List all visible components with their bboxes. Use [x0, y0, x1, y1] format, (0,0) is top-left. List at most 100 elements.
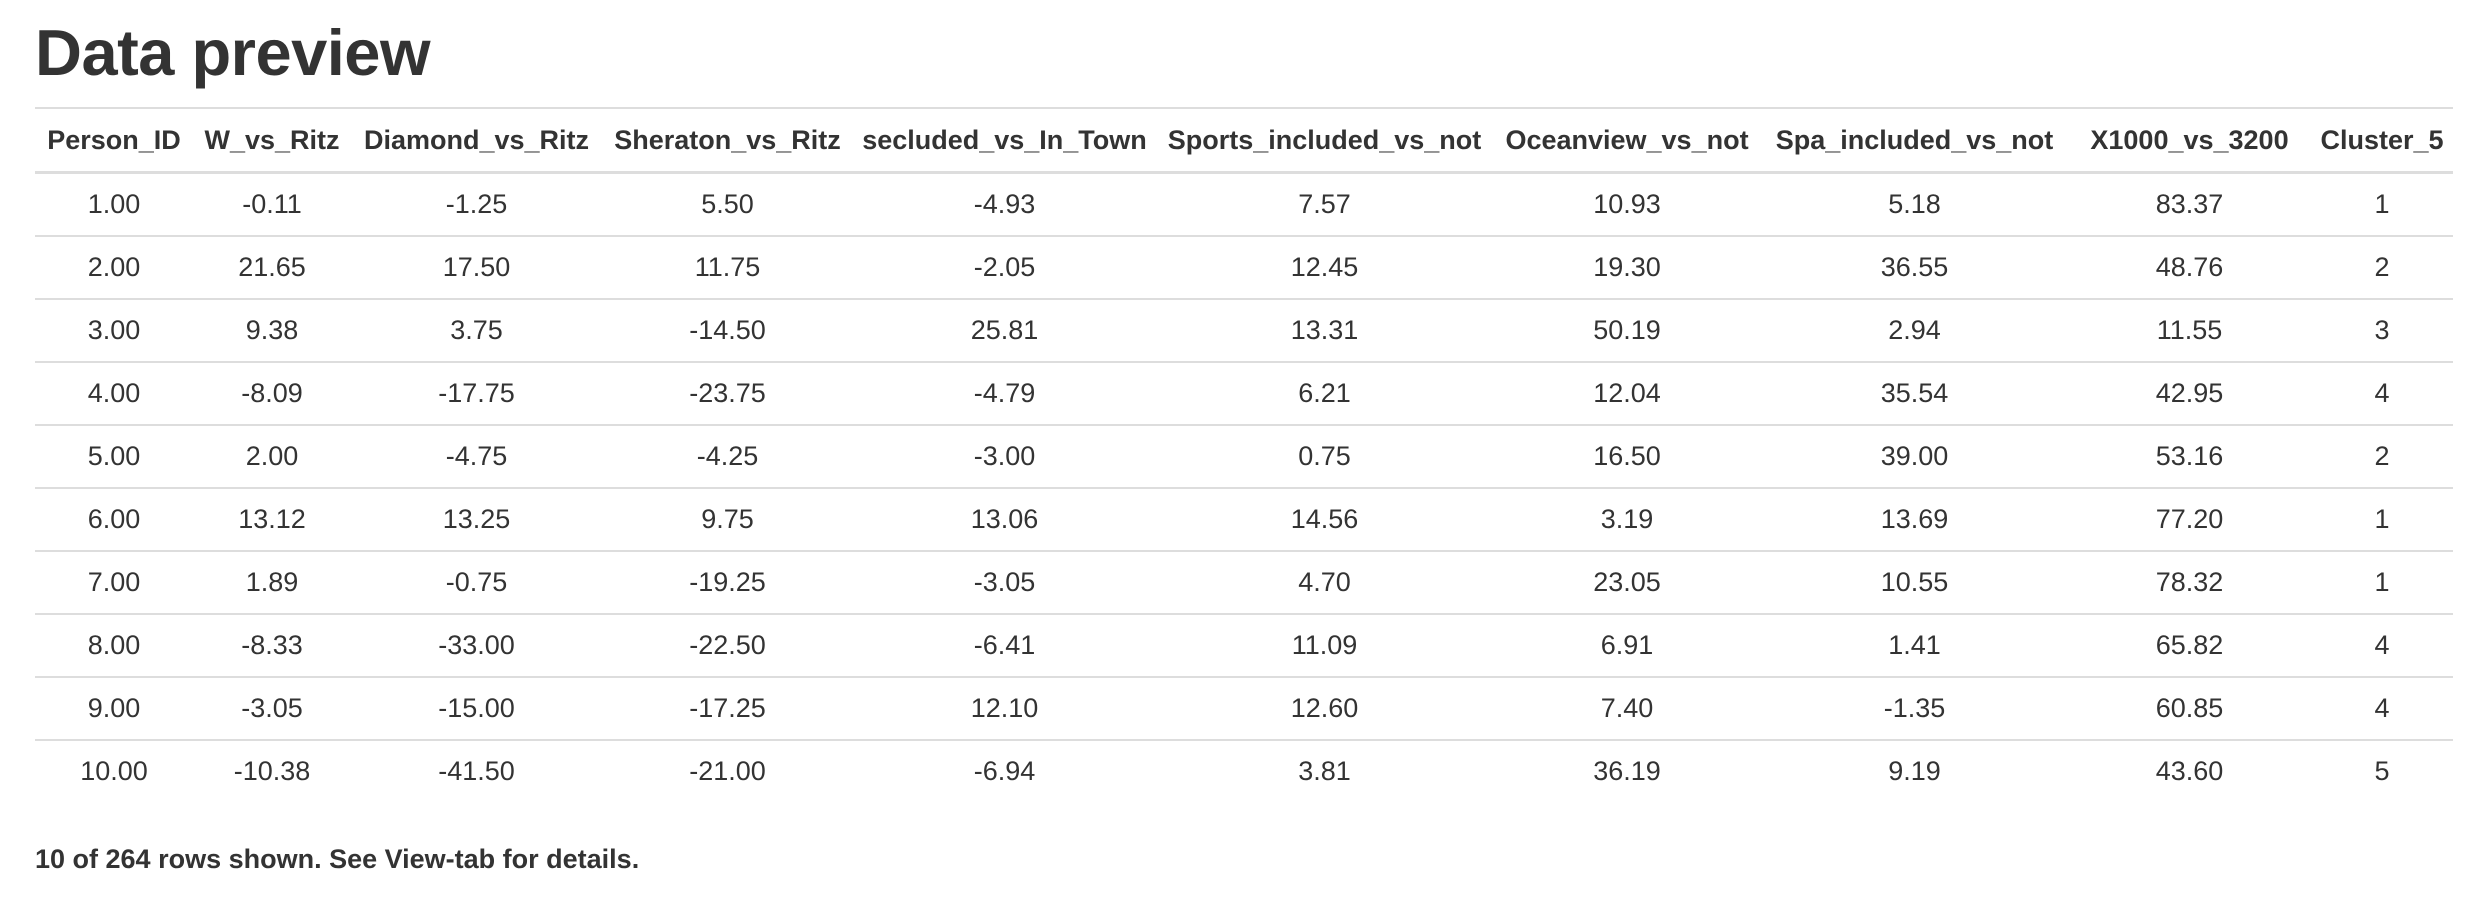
table-cell: 5.00: [35, 424, 193, 488]
table-cell: 60.85: [2068, 676, 2311, 740]
table-cell: 65.82: [2068, 613, 2311, 677]
table-cell: 36.55: [1761, 235, 2068, 299]
table-cell: 7.00: [35, 550, 193, 614]
table-cell: -10.38: [193, 739, 351, 802]
table-cell: 2: [2311, 424, 2453, 488]
rows-shown-note: 10 of 264 rows shown. See View-tab for d…: [35, 844, 640, 874]
table-cell: 1.41: [1761, 613, 2068, 677]
table-cell: 14.56: [1156, 487, 1493, 551]
table-cell: 19.30: [1493, 235, 1761, 299]
table-cell: 11.55: [2068, 298, 2311, 362]
table-row: 7.00 1.89 -0.75 -19.25 -3.05 4.70 23.05 10.55 78…: [35, 550, 2453, 614]
table-cell: 11.09: [1156, 613, 1493, 677]
table-cell: -15.00: [351, 676, 602, 740]
table-cell: -1.35: [1761, 676, 2068, 740]
table-cell: -6.41: [853, 613, 1156, 677]
table-cell: 1.89: [193, 550, 351, 614]
table-cell: 3.75: [351, 298, 602, 362]
table-cell: -8.33: [193, 613, 351, 677]
table-row: 3.00 9.38 3.75 -14.50 25.81 13.31 50.19 2.94 11.…: [35, 298, 2453, 362]
data-preview-panel: Data preview Person_ID W_vs_Ritz Diamond…: [35, 0, 2453, 875]
table-cell: -17.25: [602, 676, 853, 740]
table-cell: -23.75: [602, 361, 853, 425]
table-cell: -3.00: [853, 424, 1156, 488]
column-header-secluded-vs-in-town[interactable]: secluded_vs_In_Town: [853, 107, 1156, 174]
table-cell: 6.00: [35, 487, 193, 551]
column-header-spa-included-vs-not[interactable]: Spa_included_vs_not: [1761, 107, 2068, 174]
table-header-row: Person_ID W_vs_Ritz Diamond_vs_Ritz Sher…: [35, 107, 2453, 174]
table-cell: 23.05: [1493, 550, 1761, 614]
table-cell: 53.16: [2068, 424, 2311, 488]
table-cell: 3.00: [35, 298, 193, 362]
table-row: 5.00 2.00 -4.75 -4.25 -3.00 0.75 16.50 39.00 53.…: [35, 424, 2453, 488]
table-cell: 5.18: [1761, 171, 2068, 236]
table-cell: 5.50: [602, 171, 853, 236]
table-cell: 4: [2311, 676, 2453, 740]
table-cell: 11.75: [602, 235, 853, 299]
table-cell: -22.50: [602, 613, 853, 677]
table-row: 4.00 -8.09 -17.75 -23.75 -4.79 6.21 12.04 35.54…: [35, 361, 2453, 425]
table-cell: 35.54: [1761, 361, 2068, 425]
table-cell: 7.57: [1156, 171, 1493, 236]
column-header-x1000-vs-3200[interactable]: X1000_vs_3200: [2068, 107, 2311, 174]
table-cell: 2.00: [193, 424, 351, 488]
table-cell: 13.12: [193, 487, 351, 551]
table-row: 10.00 -10.38 -41.50 -21.00 -6.94 3.81 36.19 9.1…: [35, 739, 2453, 802]
table-cell: 1: [2311, 171, 2453, 236]
table-cell: -8.09: [193, 361, 351, 425]
table-cell: 42.95: [2068, 361, 2311, 425]
table-cell: -14.50: [602, 298, 853, 362]
table-cell: 4.70: [1156, 550, 1493, 614]
table-cell: 2.00: [35, 235, 193, 299]
table-cell: 10.55: [1761, 550, 2068, 614]
table-cell: 77.20: [2068, 487, 2311, 551]
table-cell: 12.04: [1493, 361, 1761, 425]
table-cell: -1.25: [351, 171, 602, 236]
table-cell: 78.32: [2068, 550, 2311, 614]
table-cell: -3.05: [193, 676, 351, 740]
table-cell: 3.81: [1156, 739, 1493, 802]
table-cell: 50.19: [1493, 298, 1761, 362]
table-cell: 4.00: [35, 361, 193, 425]
table-cell: 5: [2311, 739, 2453, 802]
table-cell: 13.31: [1156, 298, 1493, 362]
table-cell: -21.00: [602, 739, 853, 802]
table-cell: 1: [2311, 487, 2453, 551]
table-cell: 4: [2311, 613, 2453, 677]
column-header-cluster-5[interactable]: Cluster_5: [2311, 107, 2453, 174]
table-cell: 10.93: [1493, 171, 1761, 236]
table-cell: 43.60: [2068, 739, 2311, 802]
table-cell: 6.21: [1156, 361, 1493, 425]
table-cell: 9.19: [1761, 739, 2068, 802]
table-cell: 21.65: [193, 235, 351, 299]
table-cell: -33.00: [351, 613, 602, 677]
column-header-oceanview-vs-not[interactable]: Oceanview_vs_not: [1493, 107, 1761, 174]
table-cell: -6.94: [853, 739, 1156, 802]
table-cell: 0.75: [1156, 424, 1493, 488]
table-row: 2.00 21.65 17.50 11.75 -2.05 12.45 19.30 36.55 4…: [35, 235, 2453, 299]
column-header-diamond-vs-ritz[interactable]: Diamond_vs_Ritz: [351, 107, 602, 174]
table-cell: 17.50: [351, 235, 602, 299]
table-cell: -4.75: [351, 424, 602, 488]
table-cell: 4: [2311, 361, 2453, 425]
table-cell: -0.11: [193, 171, 351, 236]
table-cell: 9.38: [193, 298, 351, 362]
column-header-sheraton-vs-ritz[interactable]: Sheraton_vs_Ritz: [602, 107, 853, 174]
table-cell: -4.93: [853, 171, 1156, 236]
column-header-w-vs-ritz[interactable]: W_vs_Ritz: [193, 107, 351, 174]
table-cell: 12.60: [1156, 676, 1493, 740]
table-row: 9.00 -3.05 -15.00 -17.25 12.10 12.60 7.40 -1.35…: [35, 676, 2453, 740]
table-body: 1.00 -0.11 -1.25 5.50 -4.93 7.57 10.93 5.18 83.3…: [35, 171, 2453, 802]
column-header-sports-included-vs-not[interactable]: Sports_included_vs_not: [1156, 107, 1493, 174]
table-cell: 13.06: [853, 487, 1156, 551]
table-cell: -3.05: [853, 550, 1156, 614]
table-cell: 2: [2311, 235, 2453, 299]
table-cell: 12.45: [1156, 235, 1493, 299]
table-cell: 3: [2311, 298, 2453, 362]
column-header-person-id[interactable]: Person_ID: [35, 107, 193, 174]
table-cell: -0.75: [351, 550, 602, 614]
table-cell: 8.00: [35, 613, 193, 677]
table-row: 8.00 -8.33 -33.00 -22.50 -6.41 11.09 6.91 1.41 6…: [35, 613, 2453, 677]
table-cell: -19.25: [602, 550, 853, 614]
data-preview-table: Person_ID W_vs_Ritz Diamond_vs_Ritz Sher…: [35, 107, 2453, 802]
